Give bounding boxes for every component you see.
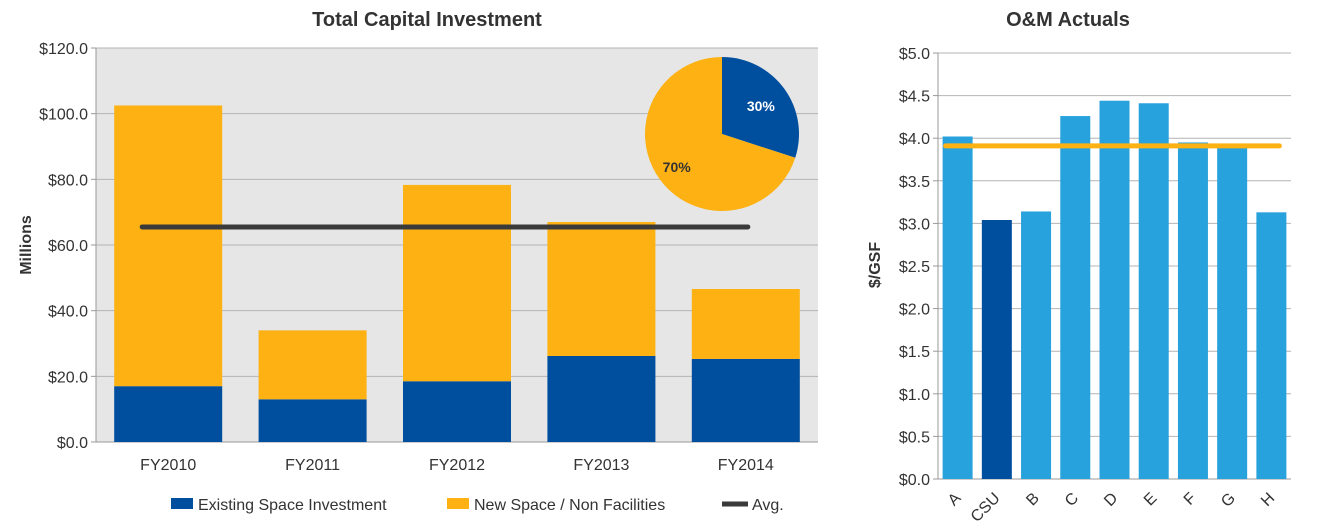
- om-x-tick-label: E: [1141, 490, 1161, 510]
- om-bar: [1138, 103, 1169, 479]
- om-y-tick-label: $4.0: [899, 131, 930, 148]
- om-y-axis-title: $/GSF: [867, 242, 884, 288]
- om-x-tick-label: H: [1258, 490, 1278, 510]
- om-bar: [1177, 142, 1208, 479]
- om-bars: [942, 100, 1287, 480]
- capital-bar-new-space: [547, 222, 656, 356]
- om-bar: [1099, 100, 1130, 479]
- capital-bar-new-space: [114, 105, 223, 387]
- capital-bar-existing: [547, 355, 656, 442]
- om-x-tick-label: D: [1101, 490, 1121, 510]
- legend-swatch-existing: [171, 498, 193, 509]
- legend-label-existing: Existing Space Investment: [198, 497, 387, 514]
- om-y-tick-label: $3.5: [899, 174, 930, 191]
- capital-y-tick-label: $40.0: [48, 304, 88, 321]
- capital-y-tick-label: $100.0: [39, 107, 88, 124]
- capital-bar-existing: [258, 399, 367, 442]
- om-x-tick-label: C: [1062, 490, 1082, 510]
- om-y-tick-label: $0.0: [899, 472, 930, 489]
- capital-y-tick-label: $80.0: [48, 172, 88, 189]
- om-bar: [1060, 116, 1091, 479]
- om-y-tick-label: $5.0: [899, 46, 930, 63]
- om-x-tick-label: B: [1023, 490, 1043, 510]
- capital-bars: [114, 105, 800, 442]
- pie-slice-new-space: [644, 57, 796, 211]
- capital-inset-pie: 30% 70%: [644, 57, 799, 211]
- capital-bar-existing: [691, 358, 800, 442]
- om-y-ticks: $0.0 $0.5 $1.0 $1.5 $2.0 $2.5 $3.0 $3.5 $4.0 $4.5…: [899, 46, 1291, 489]
- om-y-tick-label: $1.0: [899, 387, 930, 404]
- om-x-tick-label: A: [945, 490, 965, 510]
- om-y-tick-label: $1.5: [899, 344, 930, 361]
- legend-label-avg: Avg.: [752, 497, 784, 514]
- capital-x-ticks: FY2010 FY2011 FY2012 FY2013 FY2014: [140, 457, 774, 474]
- pie-value-label: 70%: [663, 159, 692, 175]
- capital-x-tick-label: FY2010: [140, 457, 196, 474]
- capital-y-axis-title: Millions: [18, 215, 35, 275]
- om-bar: [1021, 211, 1052, 480]
- capital-y-tick-label: $60.0: [48, 238, 88, 255]
- capital-y-tick-label: $0.0: [57, 435, 88, 452]
- om-bar: [942, 136, 973, 479]
- capital-x-tick-label: FY2012: [429, 457, 485, 474]
- om-y-tick-label: $4.5: [899, 89, 930, 106]
- om-x-ticks: A CSU B C D E F G H: [945, 490, 1278, 526]
- capital-y-tick-label: $20.0: [48, 369, 88, 386]
- capital-bar-new-space: [258, 330, 367, 400]
- capital-chart-title: Total Capital Investment: [312, 9, 542, 31]
- om-chart-title: O&M Actuals: [1006, 9, 1130, 31]
- capital-bar-existing: [403, 381, 511, 442]
- capital-bar-existing: [114, 386, 223, 442]
- capital-bar-new-space: [403, 184, 511, 382]
- om-bar: [1256, 212, 1287, 479]
- capital-x-tick-label: FY2014: [718, 457, 774, 474]
- capital-investment-chart: Total Capital Investment $0.0 $20.0 $40.0 $…: [18, 9, 818, 514]
- om-x-tick-label: F: [1181, 490, 1200, 509]
- om-y-tick-label: $2.5: [899, 259, 930, 276]
- pie-slice-existing: [722, 57, 799, 158]
- om-y-tick-label: $2.0: [899, 302, 930, 319]
- om-actuals-chart: O&M Actuals $0.0 $0.5 $1.0 $1.5 $2.0 $2.5 $3.0…: [867, 9, 1291, 526]
- legend-label-new-space: New Space / Non Facilities: [474, 497, 665, 514]
- capital-legend: Existing Space Investment New Space / No…: [171, 497, 784, 514]
- capital-x-tick-label: FY2011: [285, 457, 340, 474]
- capital-y-tick-label: $120.0: [39, 41, 88, 58]
- om-bar: [1217, 145, 1248, 480]
- capital-x-tick-label: FY2013: [573, 457, 629, 474]
- legend-swatch-new-space: [447, 498, 469, 509]
- om-y-tick-label: $0.5: [899, 429, 930, 446]
- om-x-tick-label: G: [1218, 490, 1239, 511]
- om-x-tick-label: CSU: [968, 490, 1004, 526]
- capital-bar-new-space: [691, 288, 800, 359]
- om-bar-csu: [981, 219, 1012, 479]
- om-y-tick-label: $3.0: [899, 216, 930, 233]
- pie-value-label: 30%: [747, 98, 776, 114]
